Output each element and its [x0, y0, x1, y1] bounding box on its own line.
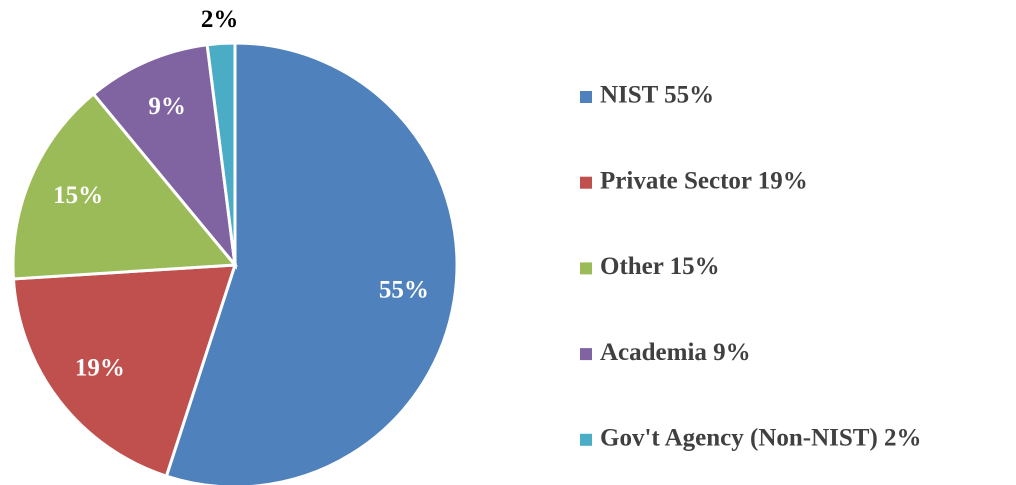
pie-slice — [164, 41, 459, 485]
pie-slice — [11, 263, 238, 479]
legend-swatch — [580, 433, 592, 446]
legend-label: Private Sector 19% — [600, 167, 808, 194]
data-label: 55% — [379, 276, 429, 303]
data-label: 9% — [148, 93, 186, 120]
legend-swatch — [580, 348, 592, 361]
pie-slice — [91, 43, 238, 270]
legend-label: NIST 55% — [600, 82, 714, 109]
legend-swatch — [580, 262, 592, 275]
data-label: 19% — [75, 355, 125, 382]
legend-label: Academia 9% — [600, 339, 751, 366]
pie-slice — [205, 41, 237, 266]
legend-label: Gov't Agency (Non-NIST) 2% — [600, 425, 922, 452]
data-label: 2% — [201, 6, 239, 33]
data-label: 15% — [53, 182, 103, 209]
legend-swatch — [580, 176, 592, 189]
legend-swatch — [580, 91, 592, 103]
pie-slice — [11, 91, 239, 281]
legend-label: Other 15% — [600, 253, 720, 280]
